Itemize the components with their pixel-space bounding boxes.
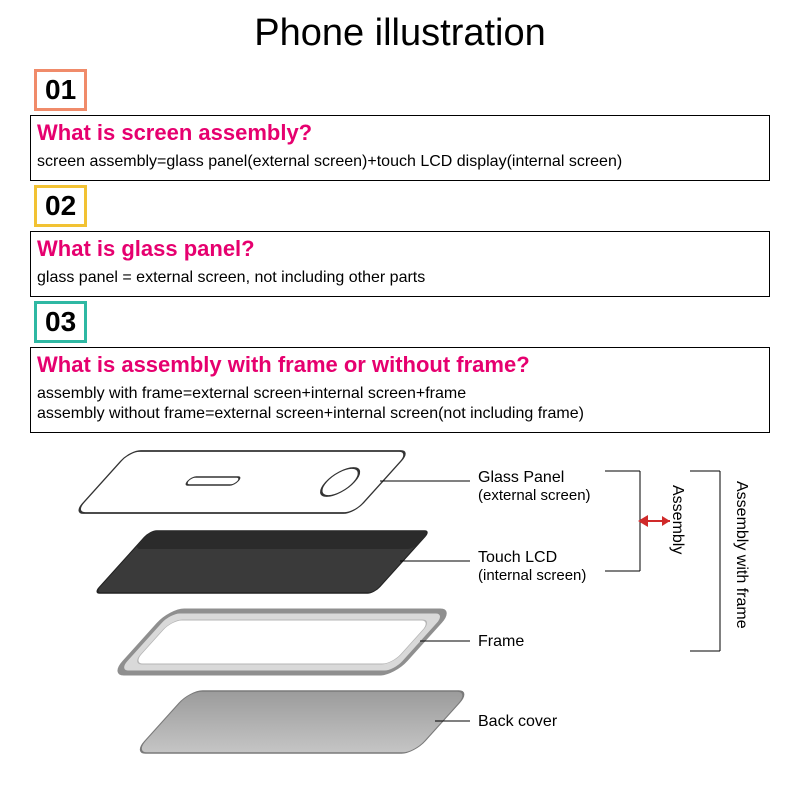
- badge-02: 02: [34, 185, 87, 227]
- back-cover-layer: [134, 691, 470, 753]
- frame-layer: [114, 611, 450, 673]
- label-sub: (internal screen): [478, 567, 586, 584]
- page-title: Phone illustration: [0, 0, 800, 65]
- answer-01: screen assembly=glass panel(external scr…: [37, 152, 763, 172]
- question-01: What is screen assembly?: [37, 120, 763, 146]
- label-glass-panel: Glass Panel (external screen): [478, 469, 591, 504]
- answer-03: assembly with frame=external screen+inte…: [37, 384, 763, 424]
- bracket-full-label: Assembly with frame: [732, 481, 750, 629]
- box-03: What is assembly with frame or without f…: [30, 347, 770, 433]
- badge-03: 03: [34, 301, 87, 343]
- label-text: Touch LCD: [478, 549, 557, 566]
- badge-01: 01: [34, 69, 87, 111]
- label-sub: (external screen): [478, 487, 591, 504]
- answer-02: glass panel = external screen, not inclu…: [37, 268, 763, 288]
- sections: 01 What is screen assembly? screen assem…: [0, 65, 800, 433]
- bracket-assembly-label: Assembly: [668, 485, 686, 554]
- label-frame: Frame: [478, 633, 524, 651]
- label-text: Glass Panel: [478, 469, 564, 486]
- glass-panel-layer: [74, 451, 410, 513]
- question-03: What is assembly with frame or without f…: [37, 352, 763, 378]
- label-back-cover: Back cover: [478, 713, 557, 731]
- touch-lcd-layer: [94, 531, 430, 593]
- label-touch-lcd: Touch LCD (internal screen): [478, 549, 586, 584]
- question-02: What is glass panel?: [37, 236, 763, 262]
- phone-diagram: Glass Panel (external screen) Touch LCD …: [0, 441, 800, 761]
- box-01: What is screen assembly? screen assembly…: [30, 115, 770, 181]
- box-02: What is glass panel? glass panel = exter…: [30, 231, 770, 297]
